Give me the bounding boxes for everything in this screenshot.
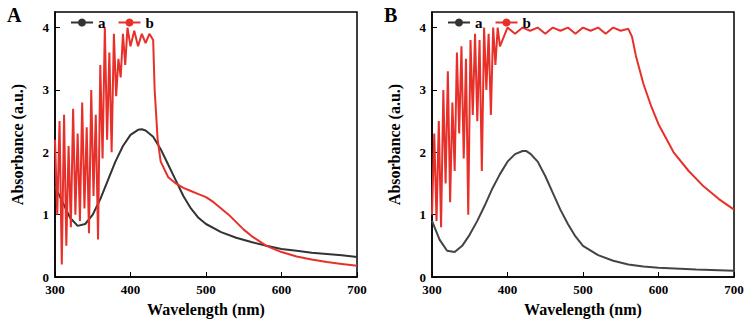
svg-text:Absorbance (a.u.): Absorbance (a.u.)	[386, 84, 404, 205]
svg-text:600: 600	[272, 282, 292, 297]
svg-text:0: 0	[419, 269, 426, 285]
svg-text:400: 400	[121, 282, 141, 297]
svg-text:0: 0	[42, 269, 49, 285]
svg-text:Wavelength (nm): Wavelength (nm)	[147, 301, 265, 319]
svg-text:b: b	[523, 15, 531, 31]
svg-text:2: 2	[420, 145, 427, 160]
svg-text:4: 4	[420, 20, 427, 35]
svg-text:b: b	[146, 15, 154, 31]
svg-text:3: 3	[43, 82, 50, 97]
svg-text:Wavelength (nm): Wavelength (nm)	[524, 301, 642, 319]
svg-text:300: 300	[45, 282, 65, 297]
svg-text:1: 1	[43, 207, 50, 222]
svg-text:700: 700	[724, 282, 744, 297]
svg-text:A: A	[7, 4, 22, 26]
svg-text:600: 600	[649, 282, 669, 297]
svg-text:2: 2	[43, 145, 50, 160]
svg-text:500: 500	[573, 282, 593, 297]
svg-text:4: 4	[43, 20, 50, 35]
svg-text:a: a	[475, 15, 483, 31]
svg-text:500: 500	[196, 282, 216, 297]
svg-text:a: a	[98, 15, 106, 31]
svg-text:400: 400	[498, 282, 518, 297]
svg-text:Absorbance (a.u.): Absorbance (a.u.)	[9, 84, 27, 205]
svg-text:B: B	[384, 4, 397, 26]
svg-text:300: 300	[422, 282, 442, 297]
svg-text:3: 3	[420, 82, 427, 97]
svg-text:700: 700	[347, 282, 367, 297]
svg-text:1: 1	[420, 207, 427, 222]
